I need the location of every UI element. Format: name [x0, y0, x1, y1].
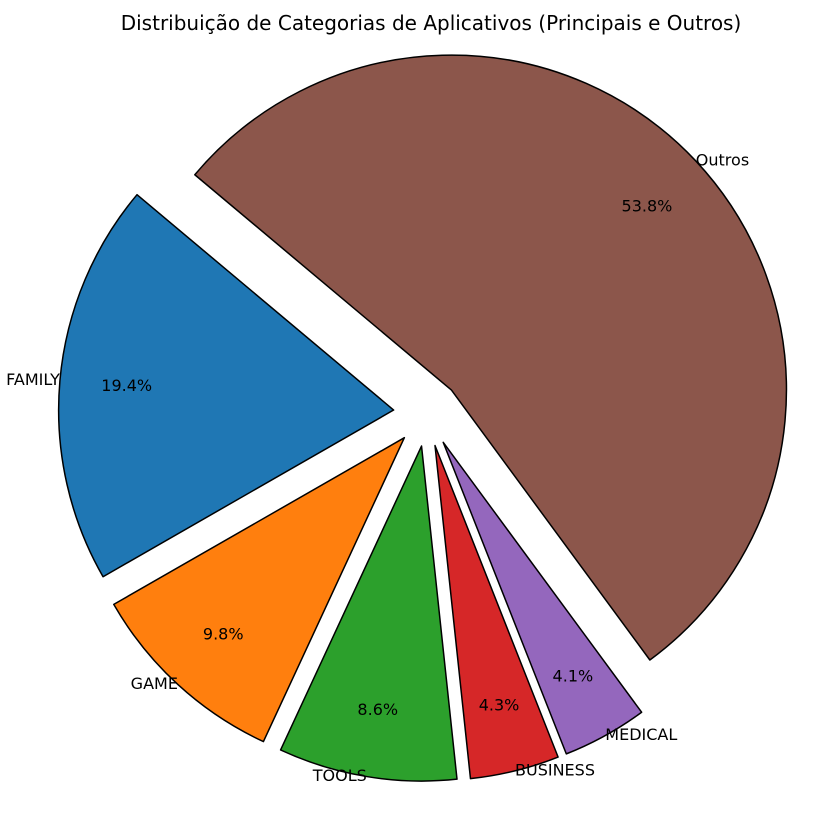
pct-label-tools: 8.6% [357, 700, 398, 719]
pie-slice-family [57, 193, 395, 578]
pie-labels: FAMILY 19.4% GAME 9.8% TOOLS 8.6% BUSINESS 4.3%… [6, 150, 749, 785]
slice-label-family: FAMILY [6, 370, 60, 389]
chart-title: Distribuição de Categorias de Aplicativo… [121, 11, 742, 35]
slice-label-business: BUSINESS [515, 760, 595, 779]
pct-label-game: 9.8% [203, 625, 244, 644]
pie-slice-outros [194, 54, 788, 661]
slice-label-tools: TOOLS [312, 766, 367, 785]
pct-label-business: 4.3% [479, 695, 520, 714]
pct-label-outros: 53.8% [622, 196, 673, 215]
pie-slice-tools [279, 445, 458, 782]
pie-slice-business [434, 444, 559, 780]
slice-label-outros: Outros [696, 150, 749, 169]
pie-slice-game [113, 436, 406, 743]
pie-slice-medical [442, 441, 643, 755]
pct-label-medical: 4.1% [553, 666, 594, 685]
pct-label-family: 19.4% [101, 376, 152, 395]
slice-label-game: GAME [131, 674, 178, 693]
slice-label-medical: MEDICAL [605, 725, 677, 744]
pie-slices [57, 54, 788, 782]
